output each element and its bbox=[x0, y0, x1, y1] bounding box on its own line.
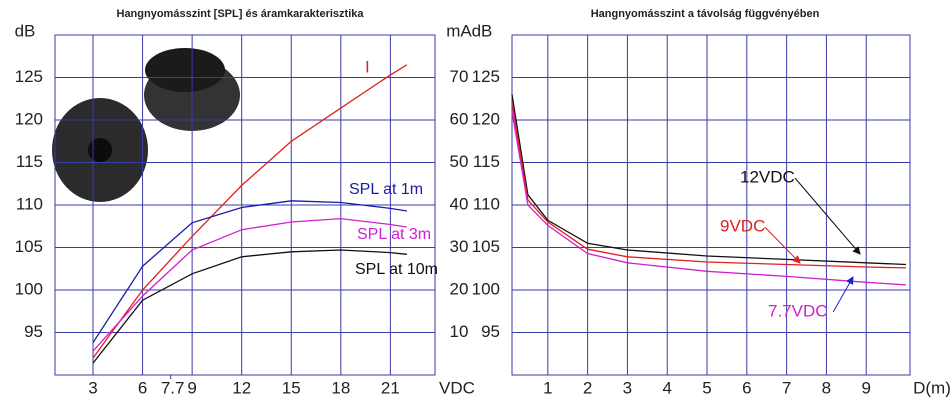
y-tick-label: 120 bbox=[15, 109, 43, 128]
series-line bbox=[511, 94, 907, 266]
y-axis-label: dB bbox=[472, 21, 493, 40]
x-tick-label: 5 bbox=[702, 378, 711, 397]
chart-title: Hangnyomásszint [SPL] és áramkarakterisz… bbox=[117, 8, 365, 20]
series-label: 12VDC bbox=[740, 167, 795, 186]
x-tick-label: 6 bbox=[138, 378, 147, 397]
x-tick-label: 15 bbox=[282, 378, 301, 397]
series-line bbox=[92, 217, 408, 352]
x-tick-label: 4 bbox=[662, 378, 671, 397]
y-tick-label: 125 bbox=[472, 67, 500, 86]
product-photo bbox=[88, 138, 112, 162]
y2-tick-label: 10 bbox=[450, 322, 469, 341]
annotation-arrow bbox=[764, 226, 801, 264]
annotation-arrow bbox=[794, 177, 861, 255]
x-tick-label: 3 bbox=[623, 378, 632, 397]
chart-title: Hangnyomásszint a távolság függvényében bbox=[591, 8, 820, 20]
x-tick-label: 2 bbox=[583, 378, 592, 397]
y-tick-label: 115 bbox=[16, 152, 43, 171]
series-label: SPL at 10m bbox=[355, 261, 438, 278]
y-tick-label: 105 bbox=[472, 237, 500, 256]
y-tick-label: 120 bbox=[472, 109, 500, 128]
x-tick-label: 18 bbox=[331, 378, 350, 397]
series-line bbox=[92, 64, 408, 359]
plot-frame bbox=[511, 34, 911, 376]
plot-frame bbox=[54, 34, 436, 376]
product-photo bbox=[145, 48, 225, 92]
x-tick-label: 3 bbox=[88, 378, 97, 397]
y2-tick-label: 70 bbox=[450, 67, 469, 86]
x-tick-label: 12 bbox=[232, 378, 251, 397]
y2-axis-label: mA bbox=[446, 21, 472, 40]
x-tick-label: 7 bbox=[782, 378, 791, 397]
y-tick-label: 95 bbox=[481, 322, 500, 341]
series-line bbox=[92, 200, 408, 344]
y-axis-label: dB bbox=[15, 21, 36, 40]
y-tick-label: 95 bbox=[24, 322, 43, 341]
x-tick-label: 1 bbox=[543, 378, 552, 397]
series-label: 9VDC bbox=[720, 216, 765, 235]
series-label: SPL at 1m bbox=[349, 181, 423, 198]
y-tick-label: 110 bbox=[16, 194, 43, 213]
x-tick-label: 21 bbox=[381, 378, 400, 397]
series-line bbox=[511, 111, 907, 286]
y2-tick-label: 60 bbox=[450, 109, 469, 128]
series-label: SPL at 3m bbox=[357, 226, 431, 243]
series-line bbox=[92, 249, 407, 364]
annotation-arrow bbox=[832, 276, 854, 313]
y-tick-label: 125 bbox=[15, 67, 43, 86]
y2-tick-label: 40 bbox=[450, 194, 469, 213]
y-tick-label: 105 bbox=[15, 237, 43, 256]
x-tick-label: 9 bbox=[187, 378, 196, 397]
series-line bbox=[511, 102, 907, 269]
x-tick-label: 7.7 bbox=[161, 378, 185, 397]
y-tick-label: 100 bbox=[15, 279, 43, 298]
x-tick-label: 9 bbox=[861, 378, 870, 397]
series-label: I bbox=[365, 57, 370, 76]
y2-tick-label: 30 bbox=[450, 237, 469, 256]
y-tick-label: 110 bbox=[473, 194, 500, 213]
series-label: 7.7VDC bbox=[768, 301, 828, 320]
y-tick-label: 100 bbox=[472, 279, 500, 298]
x-axis-label: VDC bbox=[439, 378, 475, 397]
y2-tick-label: 20 bbox=[450, 279, 469, 298]
x-tick-label: 6 bbox=[742, 378, 751, 397]
y-tick-label: 115 bbox=[473, 152, 500, 171]
y2-tick-label: 50 bbox=[450, 152, 469, 171]
x-axis-label: D(m) bbox=[913, 378, 951, 397]
x-tick-label: 8 bbox=[822, 378, 831, 397]
